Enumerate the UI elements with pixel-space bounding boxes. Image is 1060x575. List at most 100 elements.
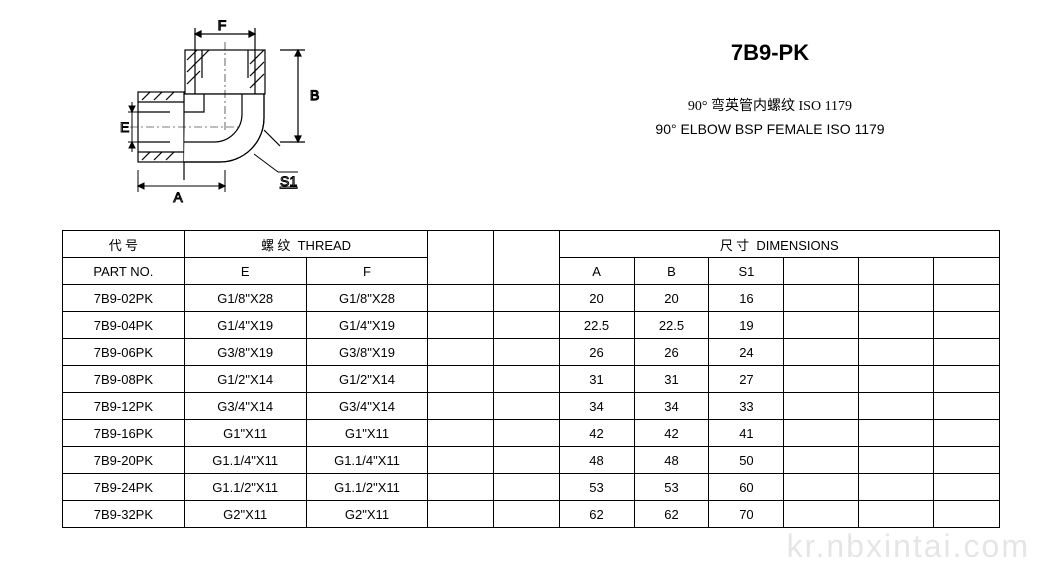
hdr-blank-5 — [934, 258, 1000, 285]
cell-E: G2"X11 — [184, 501, 306, 528]
cell-pn: 7B9-02PK — [63, 285, 185, 312]
subtitle-en: 90° ELBOW BSP FEMALE ISO 1179 — [570, 118, 970, 140]
cell-S1: 60 — [709, 474, 784, 501]
table-row: 7B9-16PKG1"X11G1"X11424241 — [63, 420, 1000, 447]
cell-blank — [493, 447, 559, 474]
dim-label-E: E — [120, 119, 129, 135]
cell-F: G1/8"X28 — [306, 285, 428, 312]
cell-blank — [784, 339, 859, 366]
cell-pn: 7B9-16PK — [63, 420, 185, 447]
hdr-partno-cn: 代 号 — [63, 231, 185, 258]
cell-A: 34 — [559, 393, 634, 420]
cell-E: G1/8"X28 — [184, 285, 306, 312]
cell-A: 62 — [559, 501, 634, 528]
cell-pn: 7B9-32PK — [63, 501, 185, 528]
cell-blank — [859, 339, 934, 366]
hdr-blank-1 — [428, 231, 494, 285]
cell-pn: 7B9-06PK — [63, 339, 185, 366]
cell-blank — [493, 366, 559, 393]
cell-B: 42 — [634, 420, 709, 447]
cell-blank — [428, 339, 494, 366]
cell-A: 26 — [559, 339, 634, 366]
table-row: 7B9-04PKG1/4"X19G1/4"X1922.522.519 — [63, 312, 1000, 339]
table-row: 7B9-06PKG3/8"X19G3/8"X19262624 — [63, 339, 1000, 366]
cell-blank — [784, 393, 859, 420]
cell-blank — [859, 501, 934, 528]
cell-F: G1.1/2"X11 — [306, 474, 428, 501]
cell-blank — [934, 447, 1000, 474]
dim-label-F: F — [218, 20, 227, 33]
hdr-A: A — [559, 258, 634, 285]
hdr-E: E — [184, 258, 306, 285]
cell-blank — [493, 339, 559, 366]
cell-B: 26 — [634, 339, 709, 366]
cell-E: G1/2"X14 — [184, 366, 306, 393]
cell-S1: 19 — [709, 312, 784, 339]
cell-pn: 7B9-08PK — [63, 366, 185, 393]
cell-blank — [428, 285, 494, 312]
cell-F: G1/2"X14 — [306, 366, 428, 393]
cell-F: G1"X11 — [306, 420, 428, 447]
cell-blank — [493, 501, 559, 528]
cell-B: 34 — [634, 393, 709, 420]
cell-E: G1/4"X19 — [184, 312, 306, 339]
hdr-blank-3 — [784, 258, 859, 285]
cell-B: 20 — [634, 285, 709, 312]
cell-pn: 7B9-12PK — [63, 393, 185, 420]
table-row: 7B9-02PKG1/8"X28G1/8"X28202016 — [63, 285, 1000, 312]
table-row: 7B9-12PKG3/4"X14G3/4"X14343433 — [63, 393, 1000, 420]
cell-S1: 24 — [709, 339, 784, 366]
title-block: 7B9-PK 90° 弯英管内螺纹 ISO 1179 90° ELBOW BSP… — [570, 40, 970, 141]
cell-blank — [428, 420, 494, 447]
cell-blank — [934, 339, 1000, 366]
cell-S1: 70 — [709, 501, 784, 528]
cell-blank — [428, 393, 494, 420]
cell-A: 20 — [559, 285, 634, 312]
hdr-blank-4 — [859, 258, 934, 285]
cell-blank — [428, 312, 494, 339]
cell-F: G1.1/4"X11 — [306, 447, 428, 474]
cell-S1: 33 — [709, 393, 784, 420]
cell-F: G3/4"X14 — [306, 393, 428, 420]
cell-F: G1/4"X19 — [306, 312, 428, 339]
table-row: 7B9-32PKG2"X11G2"X11626270 — [63, 501, 1000, 528]
cell-B: 48 — [634, 447, 709, 474]
cell-B: 62 — [634, 501, 709, 528]
cell-blank — [428, 474, 494, 501]
cell-blank — [784, 447, 859, 474]
cell-A: 53 — [559, 474, 634, 501]
dim-label-S1: S1 — [280, 173, 297, 189]
cell-blank — [934, 312, 1000, 339]
header-row-1: 代 号 螺 纹 THREAD 尺 寸 DIMENSIONS — [63, 231, 1000, 258]
cell-blank — [859, 474, 934, 501]
cell-blank — [784, 285, 859, 312]
cell-blank — [934, 501, 1000, 528]
cell-A: 31 — [559, 366, 634, 393]
cell-E: G1"X11 — [184, 420, 306, 447]
cell-B: 53 — [634, 474, 709, 501]
cell-blank — [784, 312, 859, 339]
elbow-diagram: F — [120, 20, 340, 210]
hdr-partno-en: PART NO. — [63, 258, 185, 285]
cell-blank — [784, 420, 859, 447]
cell-S1: 27 — [709, 366, 784, 393]
cell-blank — [493, 285, 559, 312]
cell-blank — [859, 420, 934, 447]
cell-E: G3/8"X19 — [184, 339, 306, 366]
cell-A: 42 — [559, 420, 634, 447]
cell-F: G3/8"X19 — [306, 339, 428, 366]
elbow-svg: F — [120, 20, 340, 210]
spec-table-wrap: 代 号 螺 纹 THREAD 尺 寸 DIMENSIONS PART NO. E… — [62, 230, 1000, 528]
watermark-text: kr.nbxintai.com — [787, 528, 1030, 565]
cell-A: 22.5 — [559, 312, 634, 339]
hdr-dims: 尺 寸 DIMENSIONS — [559, 231, 999, 258]
cell-blank — [493, 393, 559, 420]
hdr-S1: S1 — [709, 258, 784, 285]
table-row: 7B9-20PKG1.1/4"X11G1.1/4"X11484850 — [63, 447, 1000, 474]
cell-E: G1.1/4"X11 — [184, 447, 306, 474]
cell-blank — [859, 366, 934, 393]
cell-blank — [493, 420, 559, 447]
cell-blank — [428, 447, 494, 474]
cell-blank — [784, 474, 859, 501]
cell-blank — [934, 420, 1000, 447]
